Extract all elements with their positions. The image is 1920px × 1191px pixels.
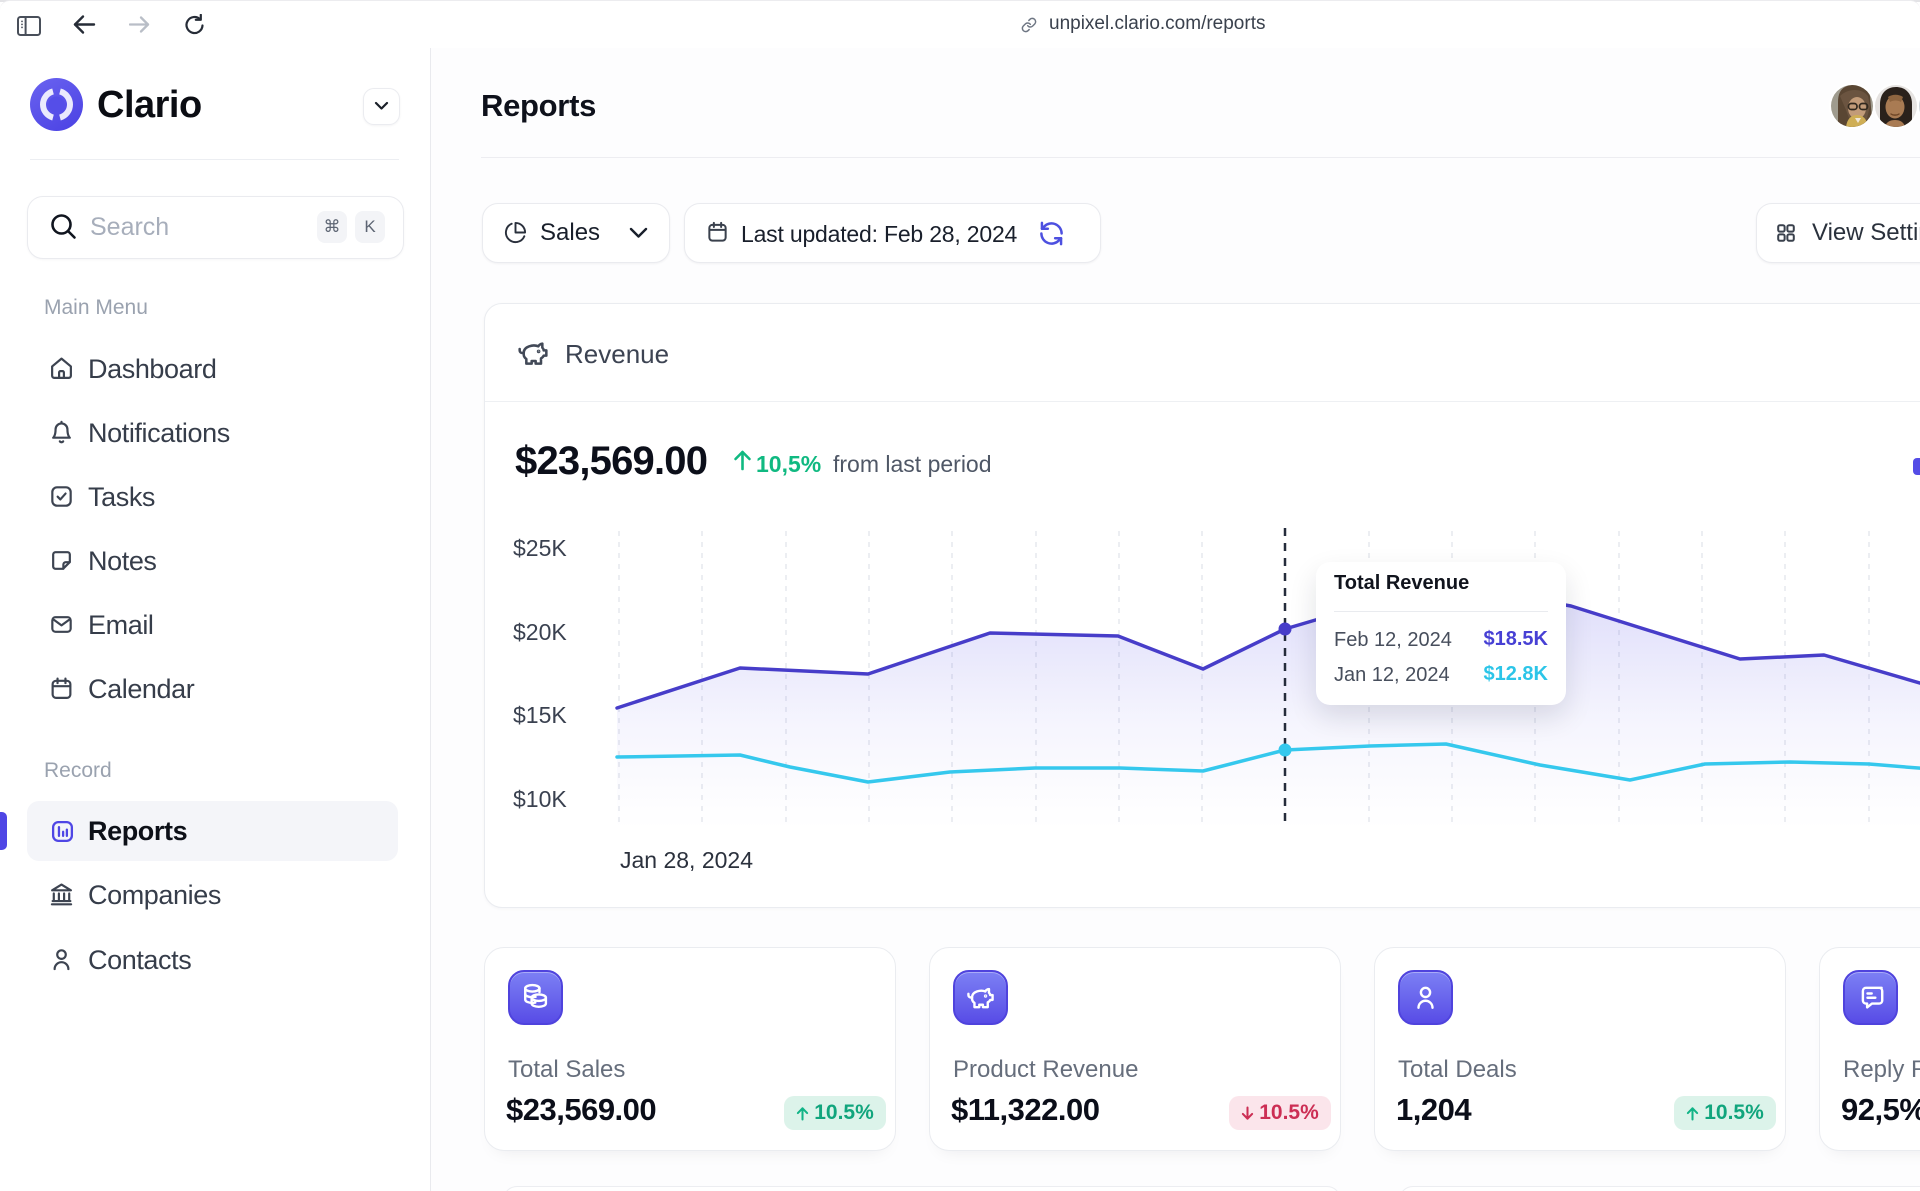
svg-text:$10K: $10K [513, 786, 567, 812]
svg-text:$25K: $25K [513, 535, 567, 561]
svg-text:$20K: $20K [513, 619, 567, 645]
svg-text:Jan 28, 2024: Jan 28, 2024 [620, 847, 753, 873]
svg-text:$15K: $15K [513, 702, 567, 728]
